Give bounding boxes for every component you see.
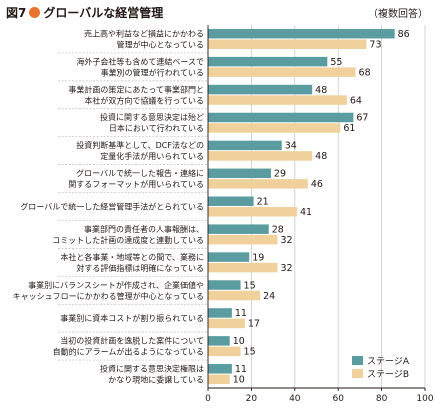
value-label: 17	[248, 319, 260, 330]
orange-dot-icon	[29, 7, 41, 18]
value-label: 55	[330, 57, 342, 68]
category-label: コミットした計画の達成度と連動している	[52, 235, 204, 245]
bar-stage-b	[208, 39, 367, 49]
x-tick-label: 60	[332, 394, 344, 404]
legend-swatch	[352, 356, 363, 365]
category-label: 管理が中心となっている	[117, 39, 204, 49]
legend-label: ステージA	[367, 356, 410, 367]
bar-stage-a	[208, 224, 269, 234]
category-label: 事業計画の策定にあたって事業部門と	[68, 84, 204, 94]
bar-stage-b	[208, 151, 313, 161]
value-label: 11	[235, 308, 247, 319]
value-label: 46	[311, 179, 323, 190]
x-tick-label: 20	[246, 394, 258, 404]
value-label: 15	[244, 280, 256, 291]
category-label: グローバルで統一した経営管理手法がとられている	[20, 202, 204, 212]
bar-stage-a	[208, 364, 232, 374]
category-label: 対する評価指標は明確になっている	[76, 263, 204, 273]
bar-stage-b	[208, 262, 278, 273]
value-label: 67	[356, 113, 368, 124]
x-tick-label: 0	[205, 394, 211, 404]
value-label: 24	[263, 291, 275, 302]
bar-stage-a	[208, 308, 232, 318]
category-label: 海外子会社等も含めて連結ベースで	[76, 56, 204, 66]
bar-stage-a	[208, 336, 230, 346]
bar-stage-b	[208, 95, 347, 105]
value-label: 64	[350, 95, 362, 106]
value-label: 32	[280, 235, 292, 246]
category-label: 事業別に資本コストが割り振られている	[60, 313, 204, 323]
category-label: 投資に関する意思決定権限は	[100, 364, 204, 374]
category-label: 事業別の管理が行われている	[101, 67, 204, 77]
value-label: 11	[235, 364, 247, 375]
value-label: 48	[315, 85, 327, 96]
legend-label: ステージB	[367, 369, 409, 380]
category-label: 関するフォーマットが用いられている	[68, 179, 204, 189]
bar-stage-a	[208, 140, 282, 151]
category-label: グローバルで統一した報告・連絡に	[76, 168, 204, 178]
value-label: 15	[244, 347, 256, 358]
value-label: 10	[233, 336, 245, 347]
x-tick-label: 40	[289, 394, 301, 404]
value-label: 34	[285, 141, 297, 152]
bar-stage-b	[208, 290, 261, 301]
value-label: 61	[343, 123, 355, 134]
bar-stage-b	[208, 374, 230, 385]
bar-stage-a	[208, 84, 313, 95]
figure-title: 図7 グローバルな経営管理	[6, 4, 163, 21]
category-label: 定量化手法が用いられている	[100, 151, 204, 161]
category-label: 本社が双方向で協議を行っている	[84, 95, 204, 105]
value-label: 10	[233, 375, 245, 386]
category-label: キャッシュフローにかかわる管理が中心となっている	[13, 291, 204, 301]
category-label: 投資に関する意思決定は殆ど	[100, 112, 204, 122]
value-label: 32	[280, 263, 292, 274]
chart-title: グローバルな経営管理	[43, 6, 164, 20]
x-tick-label: 80	[376, 394, 388, 404]
bar-stage-a	[208, 280, 241, 290]
value-label: 41	[300, 207, 312, 218]
category-label: 事業別にバランスシートが作成され、企業価値や	[28, 280, 204, 290]
value-label: 86	[398, 29, 410, 40]
value-label: 48	[315, 151, 327, 162]
value-label: 21	[257, 197, 269, 208]
bar-stage-a	[208, 28, 395, 39]
multiple-answer-note: （複数回答）	[368, 9, 428, 20]
bar-stage-b	[208, 318, 245, 329]
bar-stage-a	[208, 196, 254, 206]
legend-swatch	[352, 369, 363, 378]
value-label: 19	[252, 252, 264, 263]
bar-stage-b	[208, 179, 308, 189]
x-tick-label: 100	[416, 394, 433, 404]
bar-stage-b	[208, 346, 241, 357]
category-label: 事業部門の責任者の人事報酬は、	[84, 224, 204, 234]
bar-stage-a	[208, 168, 271, 179]
value-label: 68	[359, 67, 371, 78]
value-label: 28	[272, 224, 284, 235]
category-label: 売上高や利益など損益にかかわる	[84, 28, 204, 38]
bar-stage-b	[208, 234, 278, 245]
category-label: 当初の投資計画を逸脱した案件について	[60, 336, 204, 346]
bar-stage-a	[208, 112, 354, 123]
bar-stage-b	[208, 67, 356, 77]
value-label: 73	[369, 39, 381, 50]
category-label: 日本において行われている	[109, 123, 204, 133]
bar-stage-b	[208, 207, 297, 217]
category-label: 本社と各事業・地域等との間で、業務に	[60, 252, 204, 262]
bar-stage-a	[208, 252, 250, 262]
bar-stage-b	[208, 123, 341, 133]
bar-stage-a	[208, 56, 328, 67]
value-label: 29	[274, 169, 286, 180]
category-label: かなり現地に委譲している	[108, 375, 204, 385]
figure-number: 図7	[6, 6, 27, 20]
category-label: 自動的にアラームが出るようになっている	[53, 347, 204, 357]
category-label: 投資判断基準として、DCF法などの	[76, 140, 204, 150]
